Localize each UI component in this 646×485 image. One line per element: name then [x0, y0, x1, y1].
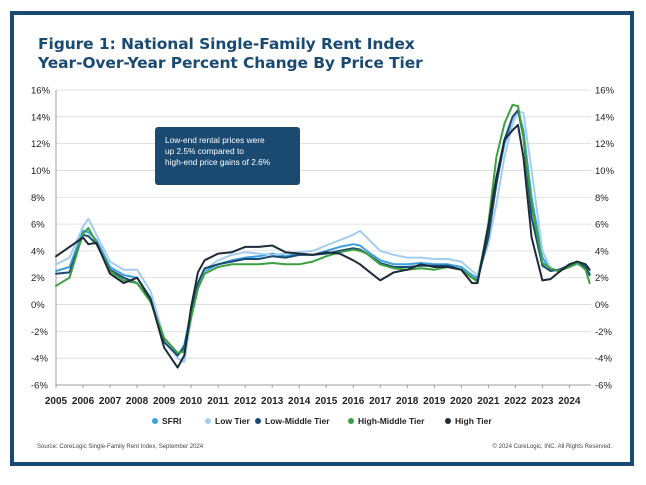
legend-label: Low-Middle Tier	[265, 416, 330, 426]
series-line-low-middle-tier	[55, 109, 591, 357]
x-tick-label: 2017	[369, 396, 392, 407]
series-line-high-tier	[55, 123, 591, 369]
y-tick-label-right: 16%	[595, 86, 615, 97]
x-tick-label: 2014	[288, 396, 311, 407]
x-tick-label: 2013	[261, 396, 284, 407]
annotation-line-1: Low-end rental prices were	[165, 135, 265, 145]
chart-frame	[10, 11, 634, 466]
x-tick-label: 2008	[126, 396, 149, 407]
y-tick-label-right: 0%	[595, 300, 609, 311]
legend-label: High Tier	[455, 416, 492, 426]
legend-marker	[445, 418, 451, 424]
series-line-low-tier	[55, 110, 591, 364]
x-tick-label: 2019	[423, 396, 446, 407]
annotation-callout: Low-end rental prices were up 2.5% compa…	[155, 127, 300, 185]
x-tick-label: 2005	[45, 396, 68, 407]
x-tick-label: 2021	[477, 396, 500, 407]
legend-marker	[348, 418, 354, 424]
source-note: Source: CoreLogic Single-Family Rent Ind…	[37, 444, 204, 450]
y-tick-label-left: 0%	[31, 300, 45, 311]
x-tick-label: 2023	[531, 396, 554, 407]
x-tick-label: 2015	[315, 396, 338, 407]
annotation-line-2: up 2.5% compared to	[165, 146, 244, 156]
x-tick-label: 2016	[342, 396, 365, 407]
legend-marker	[205, 418, 211, 424]
y-tick-label-right: -4%	[595, 354, 612, 365]
x-tick-label: 2010	[180, 396, 203, 407]
y-tick-label-right: 14%	[595, 112, 615, 123]
legend-label: High-Middle Tier	[358, 416, 425, 426]
chart-title: Figure 1: National Single-Family Rent In…	[38, 35, 423, 73]
y-tick-label-right: 12%	[595, 139, 615, 150]
series-line-high-middle-tier	[55, 103, 591, 354]
x-tick-label: 2011	[207, 396, 229, 407]
y-tick-label-right: 6%	[595, 220, 609, 231]
y-tick-label-left: 8%	[31, 193, 45, 204]
x-tick-label: 2007	[99, 396, 122, 407]
copyright-note: © 2024 CoreLogic, INC. All Rights Reserv…	[492, 444, 612, 450]
y-tick-label-left: 12%	[31, 139, 51, 150]
y-tick-label-left: 6%	[31, 220, 45, 231]
y-tick-label-left: -4%	[31, 354, 48, 365]
chart-title-line-2: Year-Over-Year Percent Change By Price T…	[38, 54, 423, 72]
y-tick-label-right: 8%	[595, 193, 609, 204]
y-tick-label-left: 4%	[31, 246, 45, 257]
x-tick-label: 2022	[504, 396, 527, 407]
y-tick-label-right: 2%	[595, 273, 609, 284]
y-tick-label-left: -6%	[31, 381, 48, 392]
series-line-sfri	[55, 109, 591, 357]
x-tick-label: 2012	[234, 396, 257, 407]
annotation-line-3: high-end price gains of 2.6%	[165, 157, 271, 167]
legend-label: Low Tier	[215, 416, 250, 426]
x-tick-label: 2006	[72, 396, 95, 407]
legend-label: SFRI	[162, 416, 181, 426]
x-tick-label: 2024	[558, 396, 581, 407]
y-tick-label-right: 4%	[595, 246, 609, 257]
y-tick-label-left: 2%	[31, 273, 45, 284]
y-tick-label-left: 14%	[31, 112, 51, 123]
y-tick-label-right: -2%	[595, 327, 612, 338]
y-tick-label-left: -2%	[31, 327, 48, 338]
chart-title-line-1: Figure 1: National Single-Family Rent In…	[38, 35, 415, 53]
x-tick-label: 2009	[153, 396, 176, 407]
x-tick-label: 2020	[450, 396, 473, 407]
legend-marker	[152, 418, 158, 424]
y-tick-label-right: 10%	[595, 166, 615, 177]
x-tick-label: 2018	[396, 396, 419, 407]
y-tick-label-right: -6%	[595, 381, 612, 392]
y-tick-label-left: 16%	[31, 86, 51, 97]
y-tick-label-left: 10%	[31, 166, 51, 177]
legend-marker	[255, 418, 261, 424]
